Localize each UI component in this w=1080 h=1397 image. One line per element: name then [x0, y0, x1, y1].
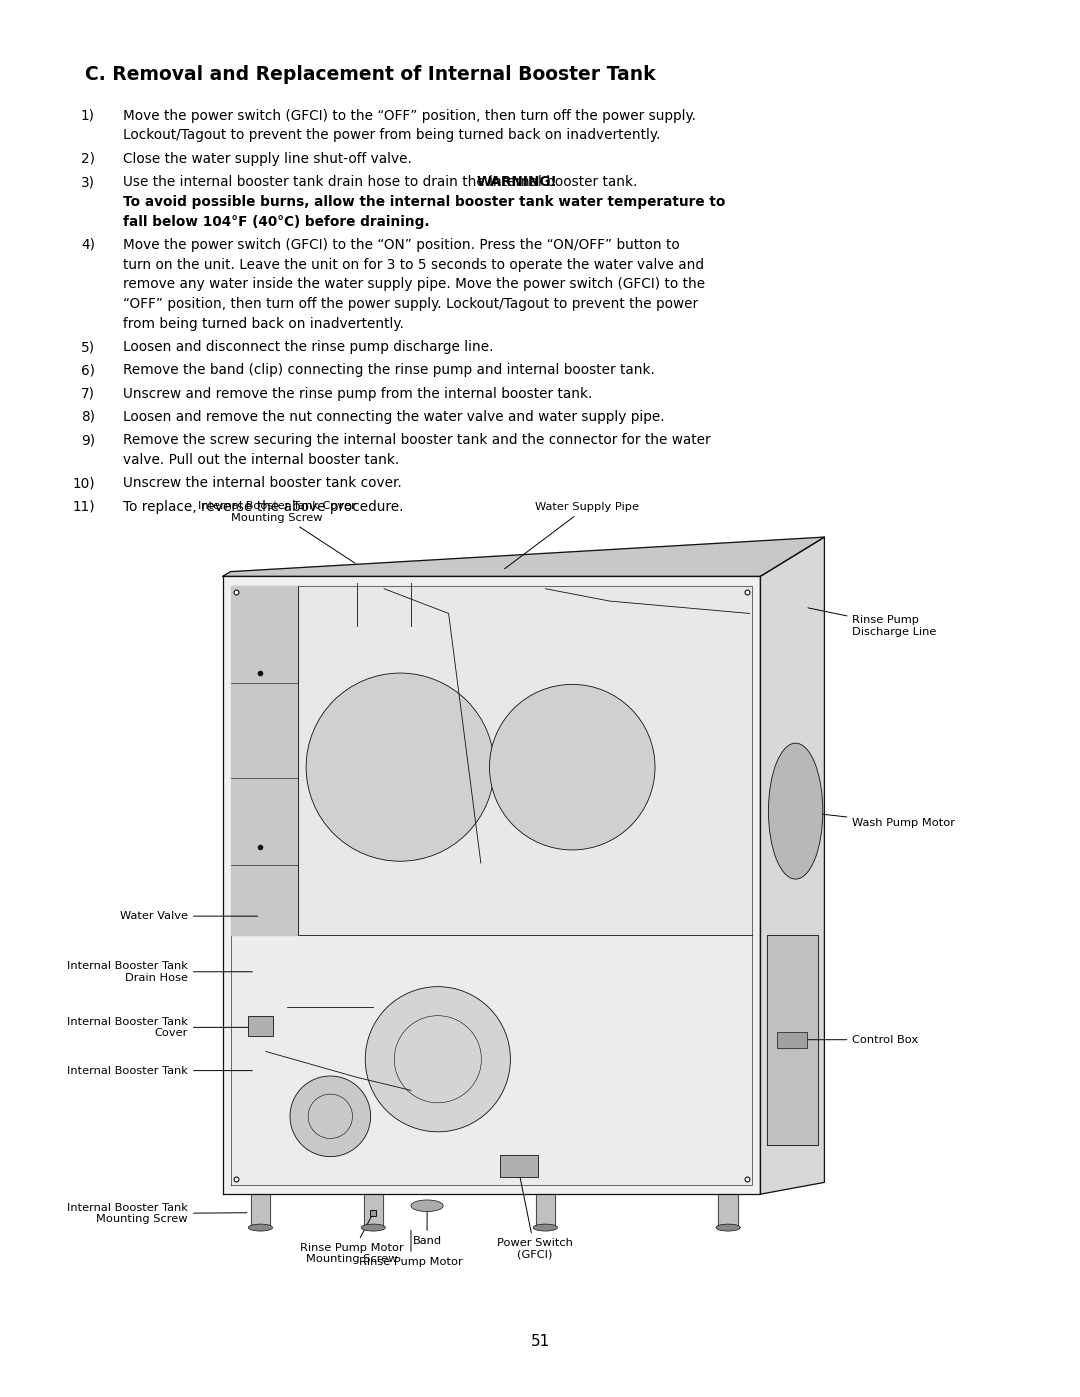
Text: Internal Booster Tank
Drain Hose: Internal Booster Tank Drain Hose	[67, 961, 253, 982]
Text: 5): 5)	[81, 339, 95, 353]
Text: remove any water inside the water supply pipe. Move the power switch (GFCI) to t: remove any water inside the water supply…	[123, 277, 705, 292]
Polygon shape	[222, 536, 824, 577]
Text: fall below 104°F (40°C) before draining.: fall below 104°F (40°C) before draining.	[123, 215, 430, 229]
Text: 11): 11)	[72, 500, 95, 514]
Text: Rinse Pump Motor: Rinse Pump Motor	[359, 1231, 463, 1267]
Text: To replace, reverse the above procedure.: To replace, reverse the above procedure.	[123, 500, 404, 514]
Text: 8): 8)	[81, 409, 95, 423]
Text: 9): 9)	[81, 433, 95, 447]
Text: Wash Pump Motor: Wash Pump Motor	[798, 812, 956, 828]
Text: Unscrew and remove the rinse pump from the internal booster tank.: Unscrew and remove the rinse pump from t…	[123, 387, 592, 401]
Text: 4): 4)	[81, 237, 95, 251]
Text: Close the water supply line shut-off valve.: Close the water supply line shut-off val…	[123, 152, 411, 166]
Text: Band: Band	[413, 1208, 442, 1246]
Ellipse shape	[361, 1224, 386, 1231]
Polygon shape	[231, 585, 298, 935]
Polygon shape	[718, 1194, 738, 1227]
Ellipse shape	[248, 1224, 272, 1231]
Text: Internal Booster Tank Cover
Mounting Screw: Internal Booster Tank Cover Mounting Scr…	[198, 502, 355, 563]
Text: Move the power switch (GFCI) to the “OFF” position, then turn off the power supp: Move the power switch (GFCI) to the “OFF…	[123, 109, 696, 123]
Text: Use the internal booster tank drain hose to drain the internal booster tank.: Use the internal booster tank drain hose…	[123, 175, 642, 189]
Text: 10): 10)	[72, 476, 95, 490]
Text: WARNING!: WARNING!	[476, 175, 557, 189]
Text: Internal Booster Tank: Internal Booster Tank	[67, 1066, 253, 1076]
Text: Water Supply Pipe: Water Supply Pipe	[504, 502, 638, 569]
Text: Unscrew the internal booster tank cover.: Unscrew the internal booster tank cover.	[123, 476, 402, 490]
Bar	[500, 1155, 539, 1178]
Ellipse shape	[768, 743, 823, 879]
Circle shape	[306, 673, 495, 861]
Text: valve. Pull out the internal booster tank.: valve. Pull out the internal booster tan…	[123, 453, 400, 467]
Text: C. Removal and Replacement of Internal Booster Tank: C. Removal and Replacement of Internal B…	[85, 66, 656, 84]
Circle shape	[291, 1076, 370, 1157]
Text: Loosen and remove the nut connecting the water valve and water supply pipe.: Loosen and remove the nut connecting the…	[123, 409, 664, 423]
Polygon shape	[364, 1194, 383, 1227]
Text: Internal Booster Tank
Mounting Screw: Internal Booster Tank Mounting Screw	[67, 1203, 247, 1224]
Polygon shape	[231, 935, 753, 1185]
Text: 51: 51	[530, 1334, 550, 1350]
Bar	[778, 1032, 808, 1048]
Text: 2): 2)	[81, 152, 95, 166]
Text: Power Switch
(GFCI): Power Switch (GFCI)	[497, 1172, 572, 1260]
Text: Remove the screw securing the internal booster tank and the connector for the wa: Remove the screw securing the internal b…	[123, 433, 711, 447]
Ellipse shape	[534, 1224, 557, 1231]
Text: 1): 1)	[81, 109, 95, 123]
Polygon shape	[222, 577, 760, 1194]
Ellipse shape	[411, 1200, 443, 1211]
Circle shape	[489, 685, 656, 849]
Text: Move the power switch (GFCI) to the “ON” position. Press the “ON/OFF” button to: Move the power switch (GFCI) to the “ON”…	[123, 237, 679, 251]
Text: turn on the unit. Leave the unit on for 3 to 5 seconds to operate the water valv: turn on the unit. Leave the unit on for …	[123, 257, 704, 271]
Polygon shape	[767, 935, 818, 1144]
Text: Rinse Pump
Discharge Line: Rinse Pump Discharge Line	[808, 608, 936, 637]
Polygon shape	[760, 536, 824, 1194]
Bar	[248, 1016, 273, 1035]
Text: Lockout/Tagout to prevent the power from being turned back on inadvertently.: Lockout/Tagout to prevent the power from…	[123, 129, 660, 142]
Text: from being turned back on inadvertently.: from being turned back on inadvertently.	[123, 317, 404, 331]
Ellipse shape	[716, 1224, 740, 1231]
Text: To avoid possible burns, allow the internal booster tank water temperature to: To avoid possible burns, allow the inter…	[123, 194, 726, 208]
Text: 7): 7)	[81, 387, 95, 401]
Text: Remove the band (clip) connecting the rinse pump and internal booster tank.: Remove the band (clip) connecting the ri…	[123, 363, 654, 377]
Text: Loosen and disconnect the rinse pump discharge line.: Loosen and disconnect the rinse pump dis…	[123, 339, 494, 353]
Polygon shape	[251, 1194, 270, 1227]
Circle shape	[365, 986, 511, 1132]
Text: 6): 6)	[81, 363, 95, 377]
Text: 3): 3)	[81, 175, 95, 189]
Text: Internal Booster Tank
Cover: Internal Booster Tank Cover	[67, 1017, 253, 1038]
Text: “OFF” position, then turn off the power supply. Lockout/Tagout to prevent the po: “OFF” position, then turn off the power …	[123, 298, 698, 312]
Polygon shape	[231, 585, 753, 935]
Text: Water Valve: Water Valve	[120, 911, 258, 921]
Text: Rinse Pump Motor
Mounting Screw: Rinse Pump Motor Mounting Screw	[300, 1215, 404, 1264]
Text: Control Box: Control Box	[795, 1035, 918, 1045]
Polygon shape	[536, 1194, 555, 1227]
